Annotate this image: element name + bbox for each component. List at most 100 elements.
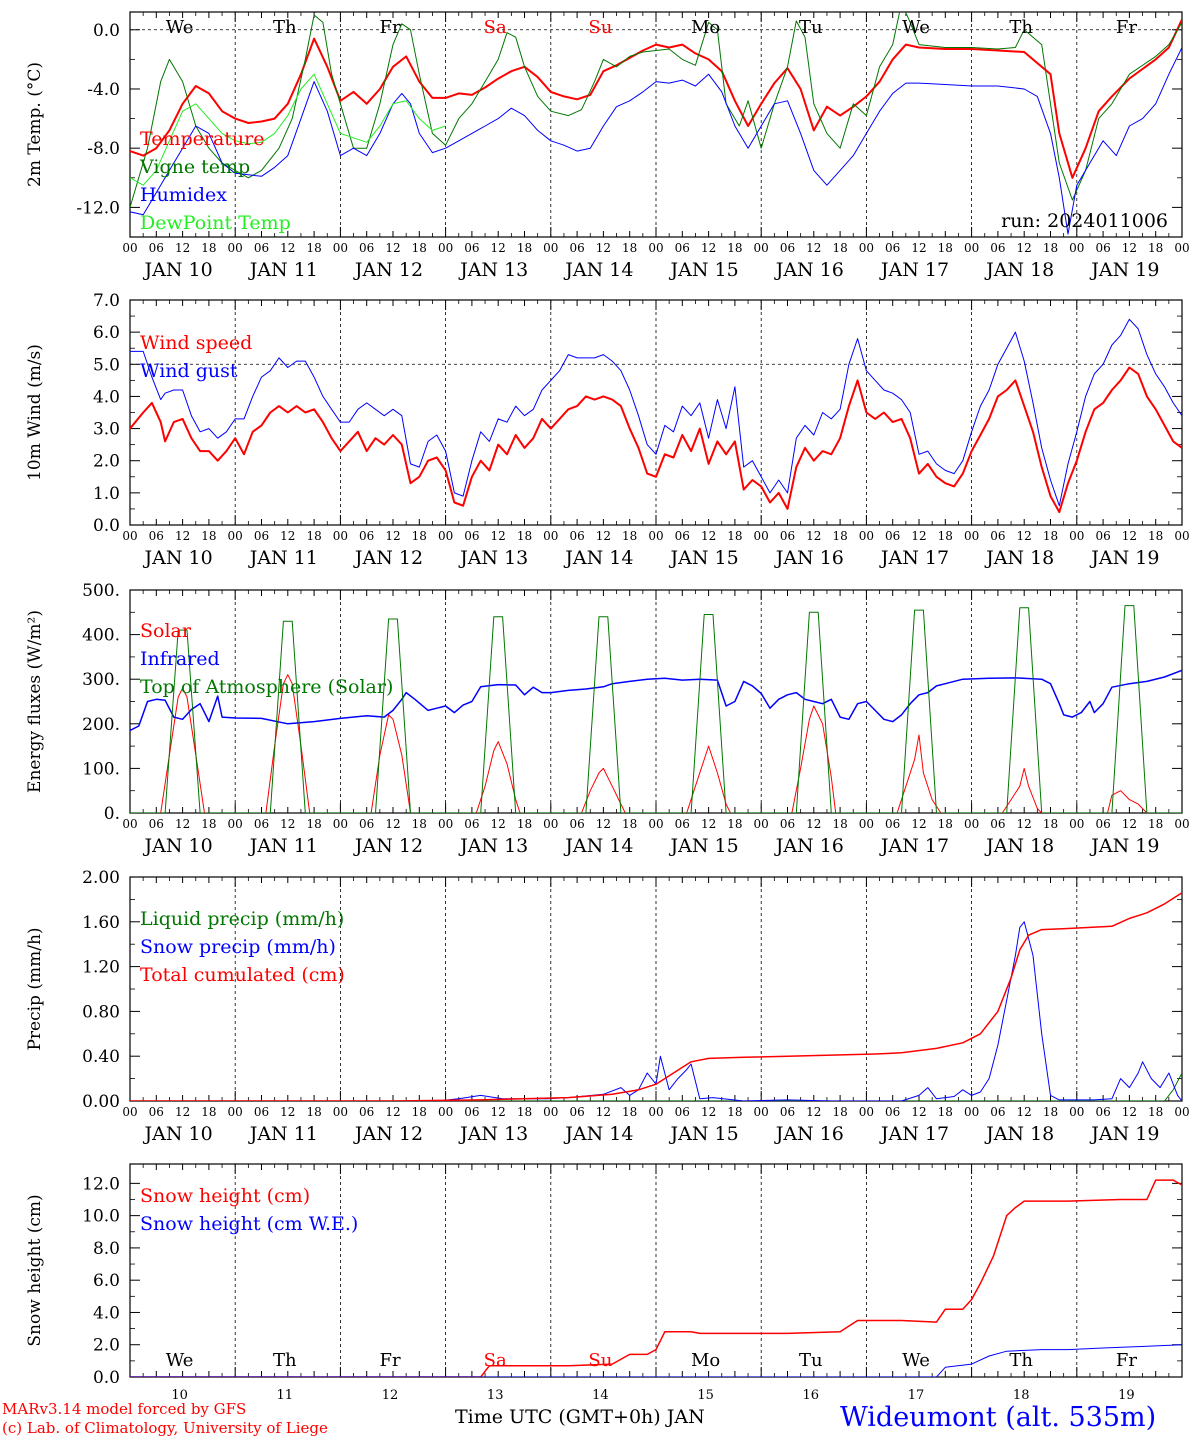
x-hour-label: 12 <box>175 817 190 831</box>
x-hour-label: 06 <box>1095 1105 1110 1119</box>
y-axis-title: 2m Temp. (°C) <box>25 62 45 187</box>
x-hour-label: 18 <box>306 529 321 543</box>
x-day-label: JAN 12 <box>353 547 423 569</box>
x-hour-label: 12 <box>491 817 506 831</box>
x-day-label: JAN 19 <box>1089 259 1159 281</box>
x-hour-label: 00 <box>648 241 663 255</box>
x-day-label: JAN 16 <box>774 835 844 857</box>
x-day-label: JAN 12 <box>353 835 423 857</box>
x-hour-label: 12 <box>911 1105 926 1119</box>
x-hour-label: 06 <box>885 241 900 255</box>
x-hour-label: 12 <box>701 1105 716 1119</box>
y-axis-title: Energy fluxes (W/m²) <box>25 610 45 793</box>
series-line-snow-height-cm- <box>130 1179 1182 1377</box>
footer-model-text: MARv3.14 model forced by GFS <box>2 1400 247 1418</box>
x-day-label: JAN 15 <box>669 259 739 281</box>
series-line-snow-height-cm-w-e- <box>130 1344 1182 1377</box>
x-hour-label: 06 <box>254 817 269 831</box>
weekday-label: Tu <box>799 17 823 38</box>
x-hour-label: 12 <box>491 1105 506 1119</box>
x-hour-label: 00 <box>122 817 137 831</box>
x-day-label: JAN 14 <box>563 835 633 857</box>
x-hour-label: 18 <box>517 1105 532 1119</box>
weekday-label: We <box>902 17 930 38</box>
y-axis-title: Snow height (cm) <box>25 1194 45 1346</box>
legend-entry: Total cumulated (cm) <box>140 964 345 986</box>
x-hour-label: 00 <box>438 529 453 543</box>
x-hour-label: 06 <box>1095 529 1110 543</box>
x-hour-label: 00 <box>543 529 558 543</box>
x-hour-label: 06 <box>675 1105 690 1119</box>
y-tick-label: 500. <box>82 581 120 601</box>
y-tick-label: 0.40 <box>82 1047 120 1067</box>
station-name: Wideumont (alt. 535m) <box>840 1402 1157 1433</box>
xaxis-title: Time UTC (GMT+0h) JAN <box>455 1406 705 1428</box>
x-day-number: 16 <box>803 1388 820 1403</box>
weekday-label: Fr <box>1116 1350 1137 1371</box>
x-hour-label: 00 <box>648 817 663 831</box>
x-day-label: JAN 15 <box>669 1123 739 1145</box>
y-tick-label: 6.0 <box>93 323 120 343</box>
x-hour-label: 12 <box>175 529 190 543</box>
y-tick-label: 1.20 <box>82 958 120 978</box>
legend-entry: Vigne temp <box>139 156 250 178</box>
x-hour-label: 06 <box>990 529 1005 543</box>
weekday-label: Mo <box>691 1350 720 1371</box>
x-hour-label: 18 <box>306 817 321 831</box>
x-hour-label: 18 <box>517 529 532 543</box>
x-day-number: 12 <box>382 1388 399 1403</box>
weekday-label: Sa <box>484 17 507 38</box>
x-hour-label: 18 <box>832 817 847 831</box>
y-tick-label: -4.0 <box>87 80 120 100</box>
x-hour-label: 06 <box>675 529 690 543</box>
x-hour-label: 00 <box>122 1105 137 1119</box>
legend-entry: Top of Atmosphere (Solar) <box>140 676 393 698</box>
x-day-number: 14 <box>592 1388 609 1403</box>
chart-panel-4: 00 06 12 18 00 06 12 18 00 06 12 18 00 06 12 18 00 06 12 18… <box>25 868 1190 1145</box>
x-hour-label: 00 <box>438 1105 453 1119</box>
x-hour-label: 06 <box>1095 241 1110 255</box>
y-axis-title: Precip (mm/h) <box>25 927 45 1050</box>
plot-frame <box>129 11 1183 238</box>
x-hour-label: 06 <box>780 1105 795 1119</box>
x-hour-label: 06 <box>885 817 900 831</box>
x-hour-label: 00 <box>754 817 769 831</box>
x-hour-label: 06 <box>359 817 374 831</box>
plot-frame <box>129 589 1183 814</box>
x-day-label: JAN 11 <box>248 835 318 857</box>
x-hour-label: 18 <box>517 817 532 831</box>
y-tick-label: 4.0 <box>93 1303 120 1323</box>
x-day-label: JAN 13 <box>458 547 528 569</box>
x-hour-label: 18 <box>832 529 847 543</box>
x-hour-label: 12 <box>1017 529 1032 543</box>
x-hour-label: 06 <box>990 1105 1005 1119</box>
x-hour-label: 18 <box>201 241 216 255</box>
x-hour-label: 18 <box>832 1105 847 1119</box>
x-day-label: JAN 11 <box>248 1123 318 1145</box>
chart-panel-2: 00 06 12 18 00 06 12 18 00 06 12 18 00 06 12 18 00 06 12 18… <box>25 291 1190 569</box>
series-line-liquid-precip-mm-h- <box>130 1072 1182 1101</box>
x-hour-label: 12 <box>701 817 716 831</box>
x-hour-label: 00 <box>964 817 979 831</box>
x-hour-label: 06 <box>990 241 1005 255</box>
series-line-top-of-atmosphere-solar- <box>130 605 1182 813</box>
x-hour-label: 12 <box>596 1105 611 1119</box>
y-tick-label: 5.0 <box>93 355 120 375</box>
x-hour-label: 00 <box>438 241 453 255</box>
x-hour-label: 18 <box>412 817 427 831</box>
weekday-label: Fr <box>379 17 400 38</box>
x-day-label: JAN 10 <box>143 547 213 569</box>
legend-entry: Solar <box>140 620 192 642</box>
x-day-number: 13 <box>487 1388 504 1403</box>
y-tick-label: 4.0 <box>93 387 120 407</box>
x-day-label: JAN 11 <box>248 547 318 569</box>
legend-entry: Liquid precip (mm/h) <box>140 908 344 930</box>
x-hour-label: 06 <box>569 529 584 543</box>
x-hour-label: 18 <box>306 241 321 255</box>
y-tick-label: 6.0 <box>93 1271 120 1291</box>
x-hour-label: 12 <box>596 817 611 831</box>
x-hour-label: 00 <box>859 817 874 831</box>
x-hour-label: 12 <box>806 241 821 255</box>
y-tick-label: 0. <box>104 804 120 824</box>
x-day-number: 18 <box>1013 1388 1030 1403</box>
